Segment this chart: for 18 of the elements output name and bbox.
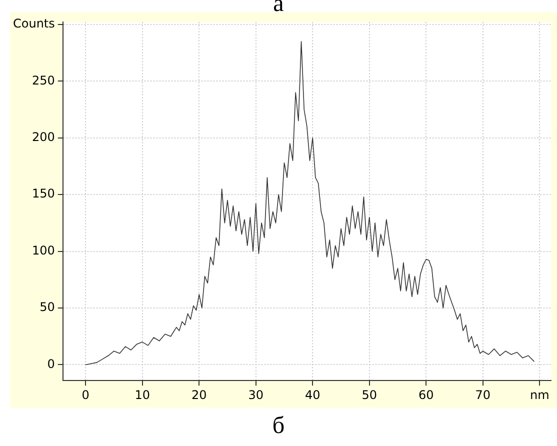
- y-tick-label: 100: [32, 243, 55, 258]
- y-tick-label: 200: [32, 130, 55, 144]
- y-tick-label: 50: [40, 300, 55, 314]
- x-tick-label: nm: [530, 388, 550, 402]
- y-tick-label: 250: [32, 73, 55, 88]
- x-tick-label: 10: [134, 388, 150, 402]
- x-tick-label: 30: [248, 388, 264, 402]
- x-tick-label: 20: [191, 388, 207, 402]
- y-tick-label: 0: [47, 356, 55, 371]
- x-tick-label: 40: [304, 388, 320, 402]
- x-tick-label: 0: [82, 388, 90, 402]
- x-tick-label: 50: [362, 388, 378, 402]
- text: а: [272, 0, 285, 17]
- y-tick-label: Counts: [13, 16, 55, 31]
- y-tick-label: 150: [32, 186, 55, 201]
- x-tick-label: 70: [475, 388, 491, 402]
- text: б: [271, 413, 286, 439]
- x-tick-label: 60: [418, 388, 434, 402]
